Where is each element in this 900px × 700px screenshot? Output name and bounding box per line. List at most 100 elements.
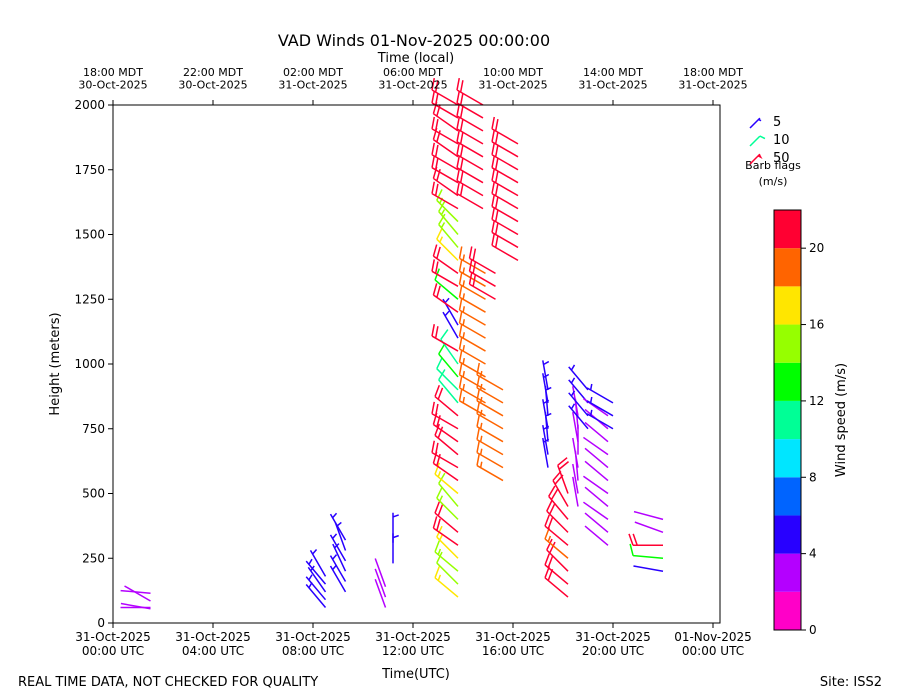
- barb-staff: [458, 285, 486, 313]
- barb-staff: [458, 298, 486, 326]
- barb-staff: [542, 360, 550, 391]
- wind-barb: [374, 579, 387, 608]
- barb-staff: [584, 525, 609, 546]
- wind-barb: [307, 565, 327, 593]
- x-tick-label: 31-Oct-2025 16:00 UTC: [475, 630, 551, 658]
- barb-staff: [629, 543, 664, 559]
- barb-staff: [546, 538, 569, 572]
- wind-barb: [586, 396, 614, 417]
- barb-staff: [586, 409, 614, 430]
- chart-title: VAD Winds 01-Nov-2025 00:00:00: [278, 31, 550, 50]
- barb-staff: [476, 440, 504, 469]
- wind-barb: [434, 384, 459, 417]
- barb-staff: [434, 384, 459, 417]
- colorbar-tick-label: 8: [809, 470, 817, 484]
- barb-staff: [476, 362, 504, 391]
- wind-barb: [442, 297, 459, 326]
- colorbar-tick-label: 20: [809, 241, 824, 255]
- x-tick-label: 31-Oct-2025 04:00 UTC: [175, 630, 251, 658]
- colorbar-bin: [774, 477, 801, 516]
- wind-barb: [374, 568, 387, 598]
- wind-barb: [586, 409, 614, 430]
- barb-staff: [431, 77, 459, 106]
- wind-barb: [634, 521, 664, 534]
- barb-staff: [456, 181, 484, 210]
- x-tick-label: 31-Oct-2025 12:00 UTC: [375, 630, 451, 658]
- barb-staff: [476, 401, 504, 430]
- barb-staff: [456, 168, 484, 197]
- wind-barb: [633, 510, 664, 521]
- wind-barb: [432, 283, 459, 313]
- barb-staff: [582, 501, 609, 521]
- wind-barb: [458, 336, 486, 365]
- colorbar-bin: [774, 591, 801, 630]
- barb-staff: [633, 565, 664, 572]
- barb-staff: [572, 463, 579, 494]
- barb-staff: [568, 403, 589, 430]
- barb-staff: [491, 168, 519, 197]
- wind-barb: [476, 453, 504, 482]
- wind-barb: [374, 558, 387, 587]
- wind-barb: [305, 574, 327, 601]
- wind-barb: [584, 460, 609, 482]
- y-tick-label: 1750: [74, 163, 105, 177]
- wind-barb: [305, 558, 327, 585]
- barb-staff: [633, 510, 664, 521]
- wind-barb: [544, 514, 569, 546]
- barb-staff: [582, 436, 609, 456]
- barb-staff: [584, 486, 609, 508]
- wind-barb: [582, 501, 609, 521]
- barb-staff: [476, 414, 504, 443]
- barb-staff: [434, 423, 459, 456]
- wind-barb: [491, 142, 519, 171]
- barb-staff: [442, 297, 459, 326]
- wind-barb: [431, 116, 459, 145]
- legend-barb: [749, 153, 763, 165]
- barb-staff: [491, 233, 519, 262]
- barb-staff: [456, 77, 484, 106]
- wind-barb: [468, 272, 496, 300]
- wind-barb: [392, 512, 399, 543]
- barb-staff: [431, 142, 459, 171]
- wind-barb: [582, 436, 609, 456]
- barb-staff: [442, 310, 459, 339]
- barb-staff: [546, 499, 569, 533]
- wind-barb: [572, 476, 579, 507]
- wind-barb: [329, 554, 347, 582]
- wind-barb: [584, 525, 609, 546]
- wind-barb: [544, 553, 569, 585]
- barb-staff: [374, 558, 387, 587]
- legend-barb-staff: [749, 117, 762, 129]
- wind-barb: [431, 440, 459, 469]
- wind-barb: [431, 181, 459, 210]
- legend-title: Barb flags: [745, 159, 801, 172]
- x2-tick-label: 18:00 MDT 30-Oct-2025: [78, 66, 147, 92]
- barb-staff: [586, 396, 614, 417]
- wind-barb: [434, 423, 459, 456]
- y-axis-label: Height (meters): [48, 312, 63, 415]
- barb-staff: [491, 194, 519, 223]
- x-axis-label: Time(UTC): [381, 667, 450, 682]
- wind-barb: [456, 155, 484, 184]
- wind-barb: [458, 324, 486, 352]
- barb-staff: [584, 512, 609, 533]
- barb-staff: [557, 457, 569, 494]
- wind-barb: [584, 512, 609, 533]
- barb-staff: [584, 421, 609, 443]
- wind-barb: [434, 566, 459, 598]
- barb-staff: [458, 324, 486, 352]
- wind-barb: [476, 401, 504, 430]
- colorbar-bin: [774, 324, 801, 363]
- x2-tick-label: 18:00 MDT 31-Oct-2025: [678, 66, 747, 92]
- wind-barb: [491, 233, 519, 262]
- barb-staff: [434, 462, 459, 495]
- legend-barb-staff: [749, 135, 766, 147]
- barb-staff: [436, 551, 459, 585]
- wind-barb: [548, 485, 569, 520]
- barb-staff: [584, 447, 609, 469]
- wind-barb: [476, 375, 504, 404]
- barb-staff: [456, 142, 484, 171]
- x-tick-label: 31-Oct-2025 00:00 UTC: [75, 630, 151, 658]
- wind-barb: [476, 427, 504, 456]
- barb-staff: [374, 568, 387, 598]
